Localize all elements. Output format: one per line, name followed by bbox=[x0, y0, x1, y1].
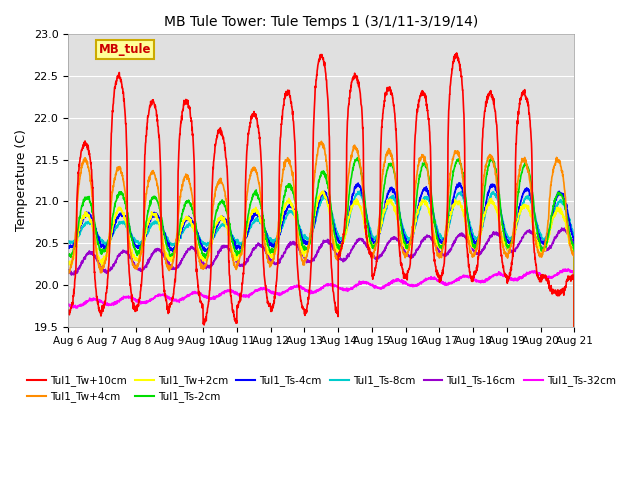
Text: MB_tule: MB_tule bbox=[99, 43, 151, 56]
Y-axis label: Temperature (C): Temperature (C) bbox=[15, 130, 28, 231]
Title: MB Tule Tower: Tule Temps 1 (3/1/11-3/19/14): MB Tule Tower: Tule Temps 1 (3/1/11-3/19… bbox=[164, 15, 478, 29]
Legend: Tul1_Tw+10cm, Tul1_Tw+4cm, Tul1_Tw+2cm, Tul1_Ts-2cm, Tul1_Ts-4cm, Tul1_Ts-8cm, T: Tul1_Tw+10cm, Tul1_Tw+4cm, Tul1_Tw+2cm, … bbox=[22, 371, 620, 407]
